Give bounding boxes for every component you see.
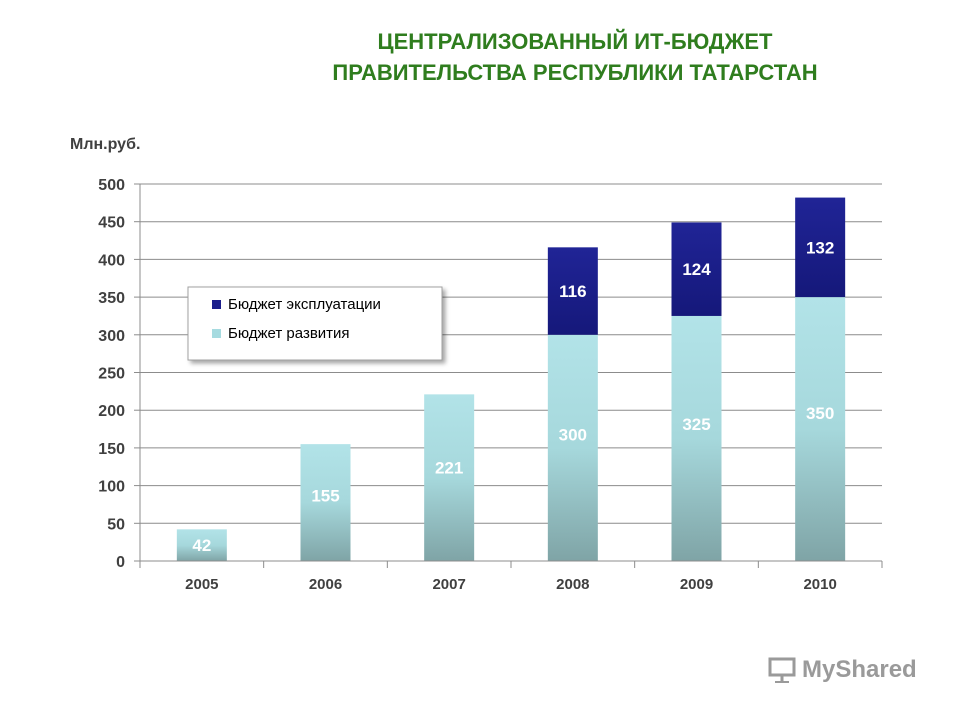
x-tick-label-2010: 2010	[803, 576, 836, 593]
legend-swatch-operations	[212, 300, 221, 309]
y-tick-label: 350	[98, 290, 125, 307]
data-label-development-2008: 300	[559, 425, 587, 444]
y-tick-label: 500	[98, 177, 125, 194]
bar-development-2006	[300, 444, 351, 561]
legend-swatch-development	[212, 329, 221, 338]
y-tick-label: 450	[98, 215, 125, 232]
bar-development-2010	[795, 297, 846, 561]
y-tick-label: 50	[107, 516, 125, 533]
data-label-operations-2008: 116	[559, 282, 586, 301]
bar-development-2008	[547, 334, 598, 561]
legend-label-development: Бюджет развития	[228, 325, 350, 342]
y-axis-label: Млн.руб.	[70, 136, 141, 153]
chart-title: ЦЕНТРАЛИЗОВАННЫЙ ИТ-БЮДЖЕТ ПРАВИТЕЛЬСТВА…	[0, 26, 960, 88]
x-tick-label-2005: 2005	[185, 576, 218, 593]
y-tick-label: 250	[98, 366, 125, 383]
data-label-operations-2009: 124	[682, 260, 711, 279]
y-tick-label: 400	[98, 252, 125, 269]
y-tick-label: 100	[98, 479, 125, 496]
bar-operations-2009	[671, 222, 722, 316]
data-label-development-2009: 325	[682, 415, 710, 434]
bar-operations-2010	[795, 197, 846, 298]
legend-label-operations: Бюджет эксплуатации	[228, 296, 381, 313]
bar-operations-2008	[547, 247, 598, 335]
watermark: MyShared	[768, 656, 917, 684]
x-tick-label-2008: 2008	[556, 576, 589, 593]
x-tick-label-2007: 2007	[432, 576, 465, 593]
x-tick-label-2009: 2009	[680, 576, 713, 593]
bar-development-2007	[424, 394, 475, 561]
y-tick-label: 0	[116, 554, 125, 571]
x-tick-label-2006: 2006	[309, 576, 342, 593]
bar-development-2009	[671, 315, 722, 561]
y-tick-label: 300	[98, 328, 125, 345]
y-tick-label: 200	[98, 403, 125, 420]
data-label-development-2006: 155	[311, 487, 339, 506]
data-label-development-2007: 221	[435, 459, 463, 478]
chart-title-line-2: ПРАВИТЕЛЬСТВА РЕСПУБЛИКИ ТАТАРСТАН	[332, 60, 818, 85]
watermark-text: MyShared	[802, 656, 917, 683]
chart-title-line-1: ЦЕНТРАЛИЗОВАННЫЙ ИТ-БЮДЖЕТ	[377, 29, 773, 54]
legend-box	[187, 286, 443, 361]
y-tick-label: 150	[98, 441, 125, 458]
data-label-development-2005: 42	[192, 536, 211, 555]
presentation-icon	[768, 657, 796, 683]
bar-development-2005	[176, 529, 227, 561]
data-label-development-2010: 350	[806, 404, 834, 423]
data-label-operations-2010: 132	[806, 238, 834, 257]
